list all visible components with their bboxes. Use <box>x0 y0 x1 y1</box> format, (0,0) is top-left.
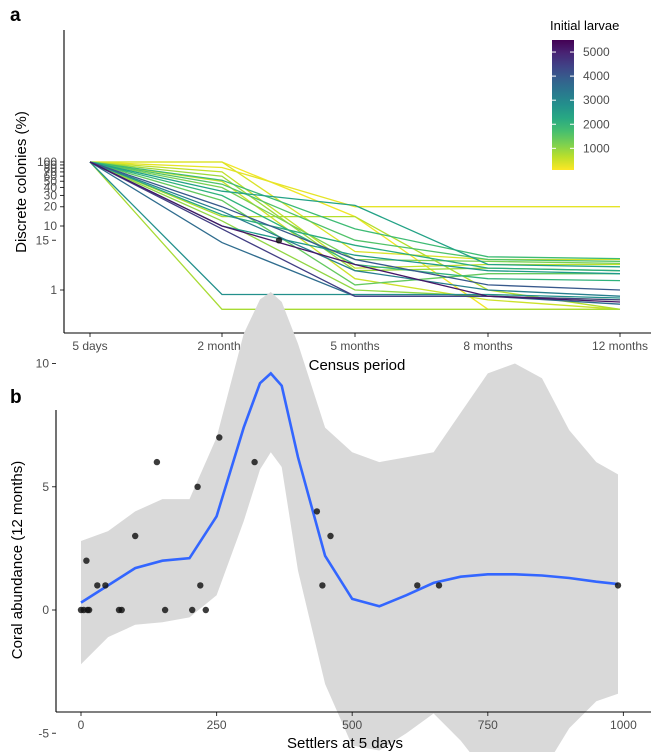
x-tick-label: 12 months <box>592 339 648 353</box>
panel-a-label: a <box>10 5 21 26</box>
x-tick-label: 0 <box>78 718 85 732</box>
scatter-point-6 <box>102 582 109 589</box>
x-tick-label: 8 months <box>463 339 512 353</box>
scatter-point-14 <box>197 582 204 589</box>
scatter-point-5 <box>94 582 101 589</box>
series-line-9 <box>89 161 621 265</box>
y-tick-label: 0 <box>42 603 49 617</box>
y-tick-label: 10 <box>36 357 50 371</box>
y-tick-label: 1 <box>50 283 57 297</box>
y-tick-label: 15 <box>36 233 50 247</box>
scatter-point-11 <box>161 606 169 614</box>
legend-ticks: 1000 2000 3000 4000 5000 <box>552 45 610 155</box>
scatter-point-24 <box>614 582 622 589</box>
legend-tick-label: 2000 <box>583 117 610 131</box>
y-tick-label: 70 <box>44 165 58 179</box>
x-tick-label: 5 days <box>72 339 107 353</box>
scatter-point-10 <box>153 458 161 466</box>
series-line-4 <box>89 161 620 269</box>
y-tick-label: 5 <box>42 480 49 494</box>
series-line-19 <box>89 161 621 305</box>
series-line-6 <box>89 161 620 310</box>
y-axis-title: Coral abundance (12 months) <box>9 461 26 659</box>
legend-colorbar <box>552 40 574 170</box>
legend-tick-label: 3000 <box>583 93 610 107</box>
scatter-point-8 <box>118 606 125 614</box>
y-tick-label: 100 <box>37 155 57 169</box>
legend-tick-label: 5000 <box>583 45 610 59</box>
x-tick-label: 500 <box>342 718 362 732</box>
scatter-point-18 <box>275 237 283 244</box>
series-line-14 <box>89 161 621 272</box>
series-line-5 <box>89 161 621 310</box>
scatter-point-22 <box>414 582 421 589</box>
x-tick-label: 250 <box>207 718 227 732</box>
scatter-point-4 <box>85 606 93 614</box>
scatter-point-9 <box>132 532 139 540</box>
smooth-line <box>80 371 619 608</box>
x-tick-label: 750 <box>478 718 498 732</box>
scatter-point-13 <box>194 483 201 490</box>
series-line-3 <box>89 161 621 310</box>
x-axis-title: Settlers at 5 days <box>287 735 403 752</box>
series-lines <box>89 161 621 310</box>
confidence-band <box>81 292 618 752</box>
scatter-point-2 <box>83 557 90 564</box>
scatter-point-19 <box>313 508 321 515</box>
scatter-point-16 <box>216 434 223 441</box>
panel-b: b -5 0 5 10 15 0 250 500 750 1000 Settlers at 5 … <box>9 233 651 752</box>
panel-b-label: b <box>10 387 22 408</box>
x-axis-title: Census period <box>309 357 406 374</box>
series-line-12 <box>89 161 621 260</box>
x-tick-label: 5 months <box>330 339 379 353</box>
scatter-point-21 <box>327 532 334 540</box>
scatter-point-23 <box>435 582 443 589</box>
y-tick-label: 60 <box>44 169 58 183</box>
scatter-point-20 <box>319 582 326 589</box>
series-line-15 <box>89 161 621 268</box>
series-line-11 <box>89 161 621 263</box>
series-line-17 <box>89 161 621 299</box>
scatter-point-12 <box>189 606 196 614</box>
scatter-points <box>77 237 622 614</box>
y-tick-label: 10 <box>44 219 58 233</box>
y-tick-label: 80 <box>44 161 58 175</box>
series-line-20 <box>89 161 621 291</box>
y-axis-ticks: -5 0 5 10 15 <box>36 233 56 740</box>
legend-tick-label: 1000 <box>583 141 610 155</box>
y-axis-title: Discrete colonies (%) <box>13 111 30 253</box>
scatter-point-15 <box>202 606 209 614</box>
series-line-1 <box>89 161 620 208</box>
y-tick-label: 20 <box>44 200 58 214</box>
x-tick-label: 2 months <box>197 339 246 353</box>
x-tick-label: 1000 <box>610 718 637 732</box>
series-line-21 <box>89 161 621 301</box>
series-line-10 <box>89 161 620 286</box>
x-axis-ticks: 5 days 2 months 5 months 8 months 12 months <box>72 333 648 353</box>
series-line-22 <box>89 161 621 303</box>
x-axis-ticks: 0 250 500 750 1000 <box>78 712 637 732</box>
y-tick-label: 50 <box>44 174 58 188</box>
legend-title: Initial larvae <box>550 18 619 33</box>
y-tick-label: 30 <box>44 188 58 202</box>
scatter-point-17 <box>251 458 258 466</box>
y-tick-label: -5 <box>38 726 49 740</box>
y-tick-label: 90 <box>44 158 58 172</box>
series-line-18 <box>89 161 621 297</box>
y-tick-label: 40 <box>44 180 58 194</box>
legend-tick-label: 4000 <box>583 69 610 83</box>
